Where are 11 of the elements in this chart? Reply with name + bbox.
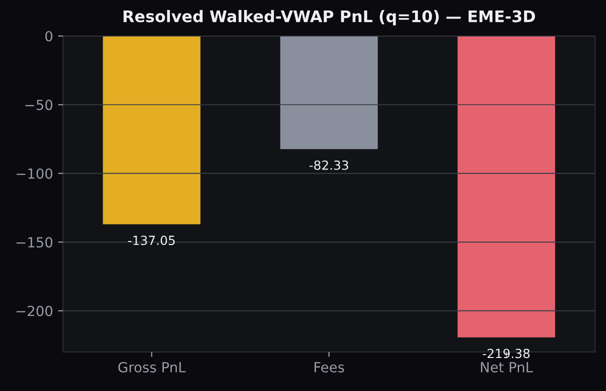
y-tick-label: −150 <box>16 237 52 248</box>
x-tick-label: Net PnL <box>480 362 533 372</box>
y-tick-label: 0 <box>45 30 52 42</box>
y-tick-label: −100 <box>16 168 52 179</box>
y-tick-label: −50 <box>25 100 52 110</box>
data-label: -137.05 <box>128 236 175 246</box>
x-tick-label: Gross PnL <box>118 362 186 372</box>
x-tick-label: Fees <box>314 362 344 372</box>
chart-title: Resolved Walked-VWAP PnL (q=10) — EME-3D <box>124 10 536 26</box>
data-label: -82.33 <box>309 160 348 170</box>
y-tick-label: −200 <box>16 306 52 316</box>
